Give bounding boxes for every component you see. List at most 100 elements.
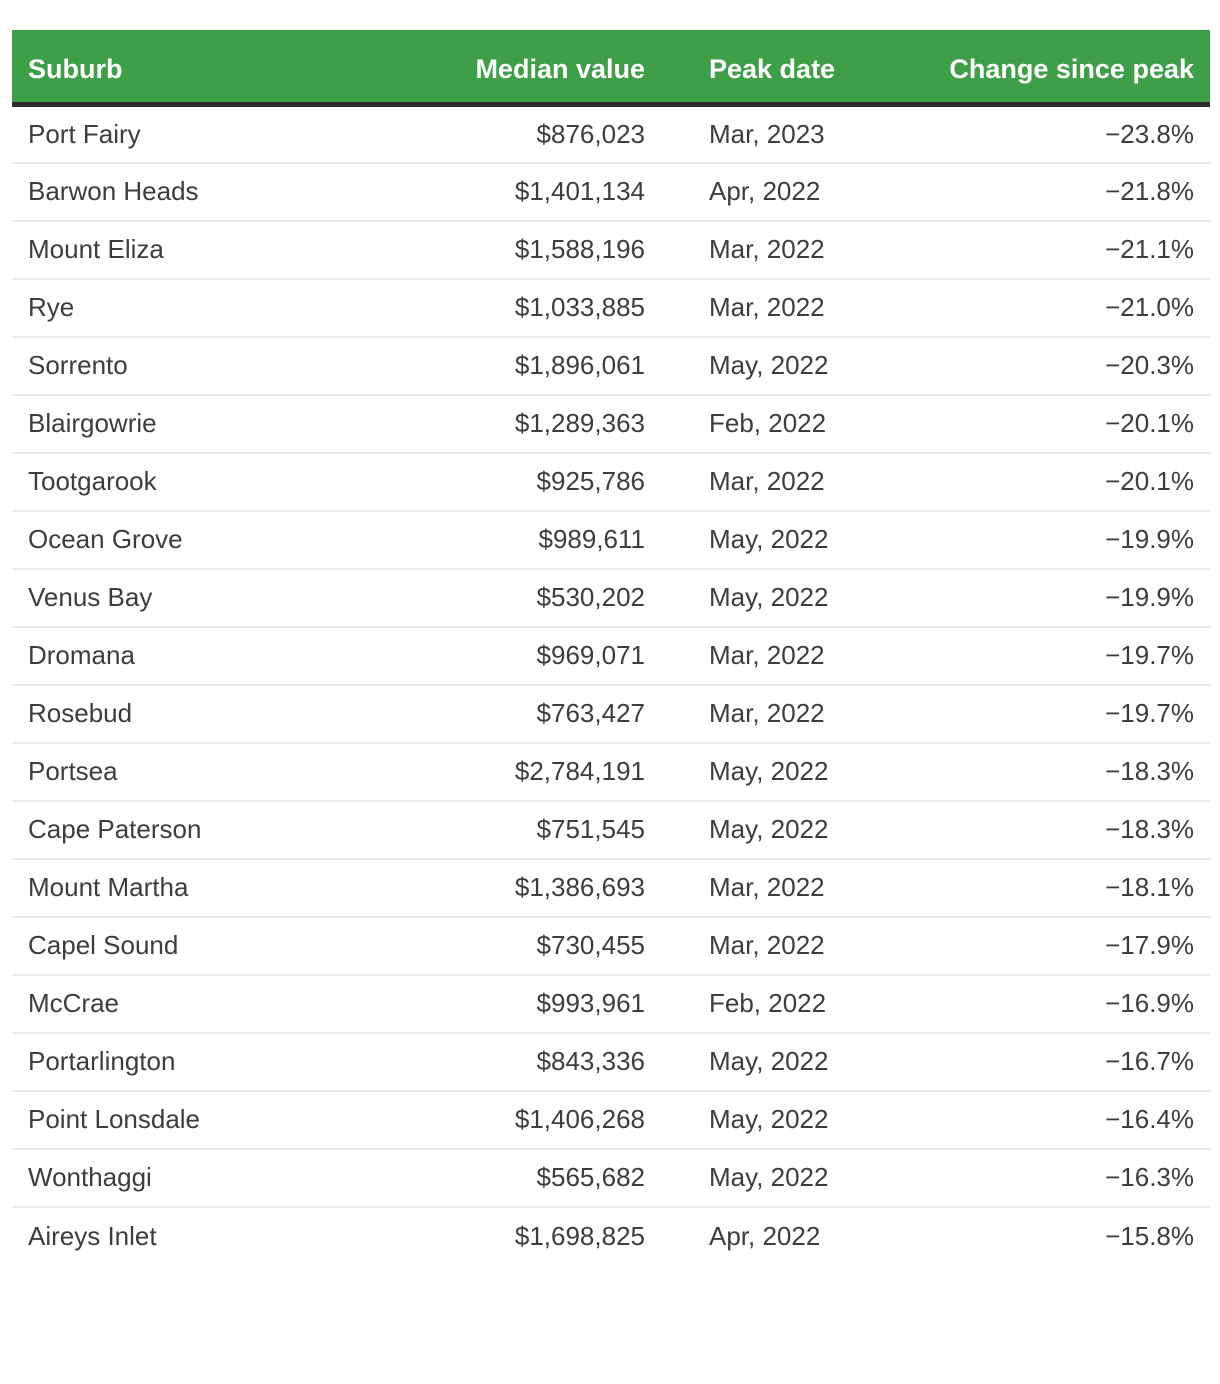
table-row: Dromana $969,071 Mar, 2022 −19.7%: [12, 625, 1210, 685]
peak-date-cell: May, 2022: [645, 1031, 925, 1091]
peak-date-cell: Feb, 2022: [645, 973, 925, 1033]
suburb-cell: Point Lonsdale: [12, 1089, 467, 1149]
peak-date-cell: Feb, 2022: [645, 393, 925, 453]
median-value-cell: $876,023: [536, 118, 645, 149]
peak-date-cell: May, 2022: [645, 567, 925, 627]
table-row: Wonthaggi $565,682 May, 2022 −16.3%: [12, 1147, 1210, 1207]
change-since-peak-cell: −21.0%: [925, 277, 1210, 337]
peak-date-cell: Mar, 2022: [645, 451, 925, 511]
table-row: Point Lonsdale $1,406,268 May, 2022 −16.…: [12, 1089, 1210, 1149]
change-since-peak-cell: −16.3%: [925, 1147, 1210, 1207]
median-value-cell: $1,588,196: [467, 219, 645, 279]
peak-date-cell: May, 2022: [645, 799, 925, 859]
suburb-cell: Port Fairy: [28, 118, 141, 149]
median-value-cell: $969,071: [467, 625, 645, 685]
median-value-cell: $843,336: [467, 1031, 645, 1091]
column-header-suburb: Suburb: [12, 30, 467, 108]
suburb-cell: Blairgowrie: [12, 393, 467, 453]
suburb-cell: Sorrento: [12, 335, 467, 395]
table-body: Port Fairy $876,023 Mar, 2023 −23.8% Bar…: [12, 105, 1210, 1265]
change-since-peak-cell: −23.8%: [1105, 118, 1194, 149]
change-since-peak-cell: −20.3%: [925, 335, 1210, 395]
change-since-peak-cell: −19.9%: [925, 509, 1210, 569]
column-header-change-since-peak: Change since peak: [925, 30, 1210, 108]
change-since-peak-cell: −17.9%: [925, 915, 1210, 975]
median-value-cell: $763,427: [467, 683, 645, 743]
table-row: Tootgarook $925,786 Mar, 2022 −20.1%: [12, 451, 1210, 511]
suburb-cell: Ocean Grove: [12, 509, 467, 569]
median-value-cell: $1,033,885: [467, 277, 645, 337]
peak-date-cell: May, 2022: [645, 741, 925, 801]
median-value-cell: $1,386,693: [467, 857, 645, 917]
suburb-cell: Mount Eliza: [12, 219, 467, 279]
peak-date-cell: May, 2022: [645, 509, 925, 569]
peak-date-cell: Mar, 2022: [645, 683, 925, 743]
table-row: Portarlington $843,336 May, 2022 −16.7%: [12, 1031, 1210, 1091]
peak-date-cell: Mar, 2022: [645, 857, 925, 917]
suburb-change-table-container: Suburb Median value Peak date Change sin…: [12, 30, 1210, 1265]
median-value-cell: $2,784,191: [467, 741, 645, 801]
suburb-cell: Dromana: [12, 625, 467, 685]
peak-date-cell: May, 2022: [645, 1089, 925, 1149]
table-row: Cape Paterson $751,545 May, 2022 −18.3%: [12, 799, 1210, 859]
change-since-peak-cell: −19.7%: [925, 625, 1210, 685]
median-value-cell: $751,545: [467, 799, 645, 859]
peak-date-cell: Mar, 2022: [645, 915, 925, 975]
peak-date-cell: Apr, 2022: [645, 1205, 925, 1265]
suburb-cell: Portsea: [12, 741, 467, 801]
table-row: Barwon Heads $1,401,134 Apr, 2022 −21.8%: [12, 161, 1210, 221]
table-header-row: Suburb Median value Peak date Change sin…: [12, 30, 1210, 108]
suburb-cell: Portarlington: [12, 1031, 467, 1091]
median-value-cell: $1,289,363: [467, 393, 645, 453]
suburb-cell: Mount Martha: [12, 857, 467, 917]
table-row: Aireys Inlet $1,698,825 Apr, 2022 −15.8%: [12, 1205, 1210, 1265]
table-header: Suburb Median value Peak date Change sin…: [12, 30, 1210, 108]
suburb-cell: Capel Sound: [12, 915, 467, 975]
peak-date-cell: Mar, 2022: [645, 625, 925, 685]
suburb-cell: Wonthaggi: [12, 1147, 467, 1207]
median-value-cell: $925,786: [467, 451, 645, 511]
median-value-cell: $1,698,825: [467, 1205, 645, 1265]
peak-date-cell: Apr, 2022: [645, 161, 925, 221]
change-since-peak-cell: −18.3%: [925, 799, 1210, 859]
median-value-cell: $1,896,061: [467, 335, 645, 395]
change-since-peak-cell: −21.8%: [925, 161, 1210, 221]
table-row: McCrae $993,961 Feb, 2022 −16.9%: [12, 973, 1210, 1033]
table-row: Port Fairy $876,023 Mar, 2023 −23.8%: [12, 105, 1210, 163]
median-value-cell: $530,202: [467, 567, 645, 627]
peak-date-cell: Mar, 2023: [709, 118, 825, 149]
suburb-cell: Aireys Inlet: [12, 1205, 467, 1265]
table-row: Venus Bay $530,202 May, 2022 −19.9%: [12, 567, 1210, 627]
table-row: Mount Eliza $1,588,196 Mar, 2022 −21.1%: [12, 219, 1210, 279]
table-row: Rosebud $763,427 Mar, 2022 −19.7%: [12, 683, 1210, 743]
table-row: Sorrento $1,896,061 May, 2022 −20.3%: [12, 335, 1210, 395]
change-since-peak-cell: −21.1%: [925, 219, 1210, 279]
change-since-peak-cell: −19.7%: [925, 683, 1210, 743]
median-value-cell: $989,611: [467, 509, 645, 569]
median-value-cell: $1,406,268: [467, 1089, 645, 1149]
peak-date-cell: May, 2022: [645, 335, 925, 395]
change-since-peak-cell: −15.8%: [925, 1205, 1210, 1265]
suburb-cell: Rye: [12, 277, 467, 337]
median-value-cell: $565,682: [467, 1147, 645, 1207]
peak-date-cell: Mar, 2022: [645, 219, 925, 279]
table-row: Rye $1,033,885 Mar, 2022 −21.0%: [12, 277, 1210, 337]
median-value-cell: $1,401,134: [467, 161, 645, 221]
change-since-peak-cell: −20.1%: [925, 393, 1210, 453]
suburb-cell: Venus Bay: [12, 567, 467, 627]
peak-date-cell: May, 2022: [645, 1147, 925, 1207]
suburb-cell: McCrae: [12, 973, 467, 1033]
change-since-peak-cell: −18.1%: [925, 857, 1210, 917]
suburb-cell: Tootgarook: [12, 451, 467, 511]
median-value-cell: $993,961: [467, 973, 645, 1033]
change-since-peak-cell: −16.9%: [925, 973, 1210, 1033]
table-row: Capel Sound $730,455 Mar, 2022 −17.9%: [12, 915, 1210, 975]
median-value-cell: $730,455: [467, 915, 645, 975]
column-header-median-value: Median value: [467, 30, 645, 108]
table-row: Portsea $2,784,191 May, 2022 −18.3%: [12, 741, 1210, 801]
peak-date-cell: Mar, 2022: [645, 277, 925, 337]
change-since-peak-cell: −16.7%: [925, 1031, 1210, 1091]
column-header-peak-date: Peak date: [645, 30, 925, 108]
suburb-cell: Cape Paterson: [12, 799, 467, 859]
table-row: Blairgowrie $1,289,363 Feb, 2022 −20.1%: [12, 393, 1210, 453]
